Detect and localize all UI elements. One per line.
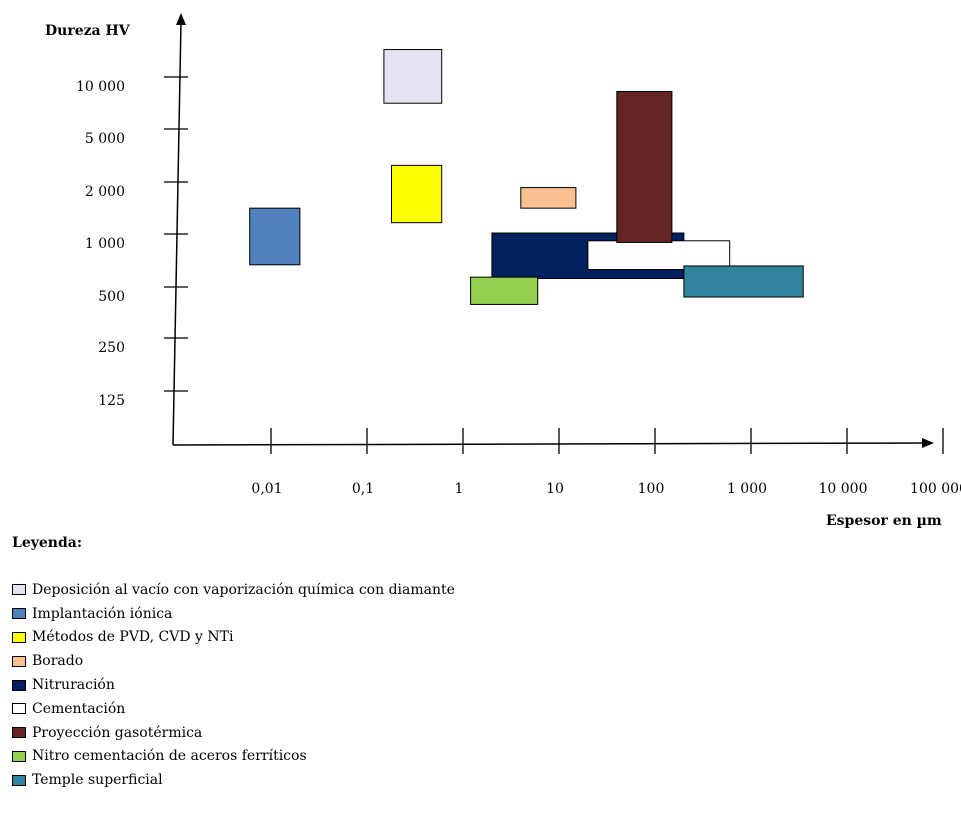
- legend-label: Nitro cementación de aceros ferríticos: [32, 748, 307, 765]
- range-box: [683, 265, 804, 298]
- legend-item: Nitro cementación de aceros ferríticos: [12, 745, 455, 769]
- legend-item: Nitruración: [12, 673, 455, 697]
- x-tick-label: 100: [638, 481, 665, 497]
- legend-item: Implantación iónica: [12, 602, 455, 626]
- legend-swatch: [12, 703, 26, 715]
- legend-item: Cementación: [12, 697, 455, 721]
- y-tick-label: 2 000: [85, 184, 125, 200]
- x-tick-label: 1 000: [727, 481, 767, 497]
- x-tick-label: 1: [455, 481, 464, 497]
- x-tick-label: 100 000: [910, 481, 961, 497]
- legend-swatch: [12, 727, 26, 739]
- legend-swatch: [12, 750, 26, 762]
- legend-item: Temple superficial: [12, 768, 455, 792]
- x-tick-label: 10 000: [819, 481, 868, 497]
- legend-label: Nitruración: [32, 677, 115, 694]
- legend-label: Proyección gasotérmica: [32, 724, 203, 741]
- y-tick-label: 250: [98, 340, 125, 356]
- x-ticks: 0,01 0,1 1 10 100 1 000 10 000 100 000: [251, 428, 961, 497]
- range-box: [383, 49, 443, 104]
- y-tick-label: 5 000: [85, 131, 125, 147]
- y-axis-title: Dureza HV: [45, 23, 131, 39]
- legend-item: Borado: [12, 649, 455, 673]
- legend-item: Métodos de PVD, CVD y NTi: [12, 626, 455, 650]
- legend-swatch: [12, 584, 26, 596]
- range-box: [616, 90, 673, 243]
- legend-item: Proyección gasotérmica: [12, 721, 455, 745]
- legend-item: Deposición al vacío con vaporización quí…: [12, 578, 455, 602]
- y-tick-label: 1 000: [85, 236, 125, 252]
- legend-label: Implantación iónica: [32, 605, 173, 622]
- range-box: [391, 164, 443, 224]
- x-tick-label: 0,1: [352, 481, 374, 497]
- x-axis-title: Espesor en µm: [826, 513, 942, 529]
- legend-swatch: [12, 679, 26, 691]
- legend-items: Deposición al vacío con vaporización quí…: [12, 578, 455, 792]
- y-tick-label: 500: [98, 289, 125, 305]
- legend-swatch: [12, 631, 26, 643]
- x-tick-label: 10: [546, 481, 564, 497]
- x-axis-arrow: [922, 438, 934, 448]
- legend-swatch: [12, 774, 26, 786]
- legend-label: Cementación: [32, 700, 126, 717]
- legend: Leyenda: Deposición al vacío con vaporiz…: [12, 535, 455, 792]
- legend-label: Métodos de PVD, CVD y NTi: [32, 629, 234, 646]
- y-tick-label: 10 000: [76, 79, 125, 95]
- range-box: [520, 187, 577, 209]
- legend-label: Deposición al vacío con vaporización quí…: [32, 581, 455, 598]
- y-tick-label: 125: [98, 393, 125, 409]
- range-box: [249, 207, 301, 266]
- legend-title: Leyenda:: [12, 535, 82, 551]
- range-box: [587, 240, 731, 270]
- boxes: [249, 49, 804, 305]
- y-axis-arrow: [176, 13, 186, 25]
- legend-swatch: [12, 655, 26, 667]
- legend-label: Temple superficial: [32, 772, 163, 789]
- legend-label: Borado: [32, 653, 84, 670]
- chart: 10 000 5 000 2 000 1 000 500 250 125 0,01 0,1 1 1…: [45, 13, 961, 529]
- y-ticks: 10 000 5 000 2 000 1 000 500 250 125: [76, 76, 188, 409]
- range-box: [470, 276, 539, 305]
- legend-swatch: [12, 608, 26, 620]
- x-tick-label: 0,01: [251, 481, 282, 497]
- x-axis: [172, 442, 926, 446]
